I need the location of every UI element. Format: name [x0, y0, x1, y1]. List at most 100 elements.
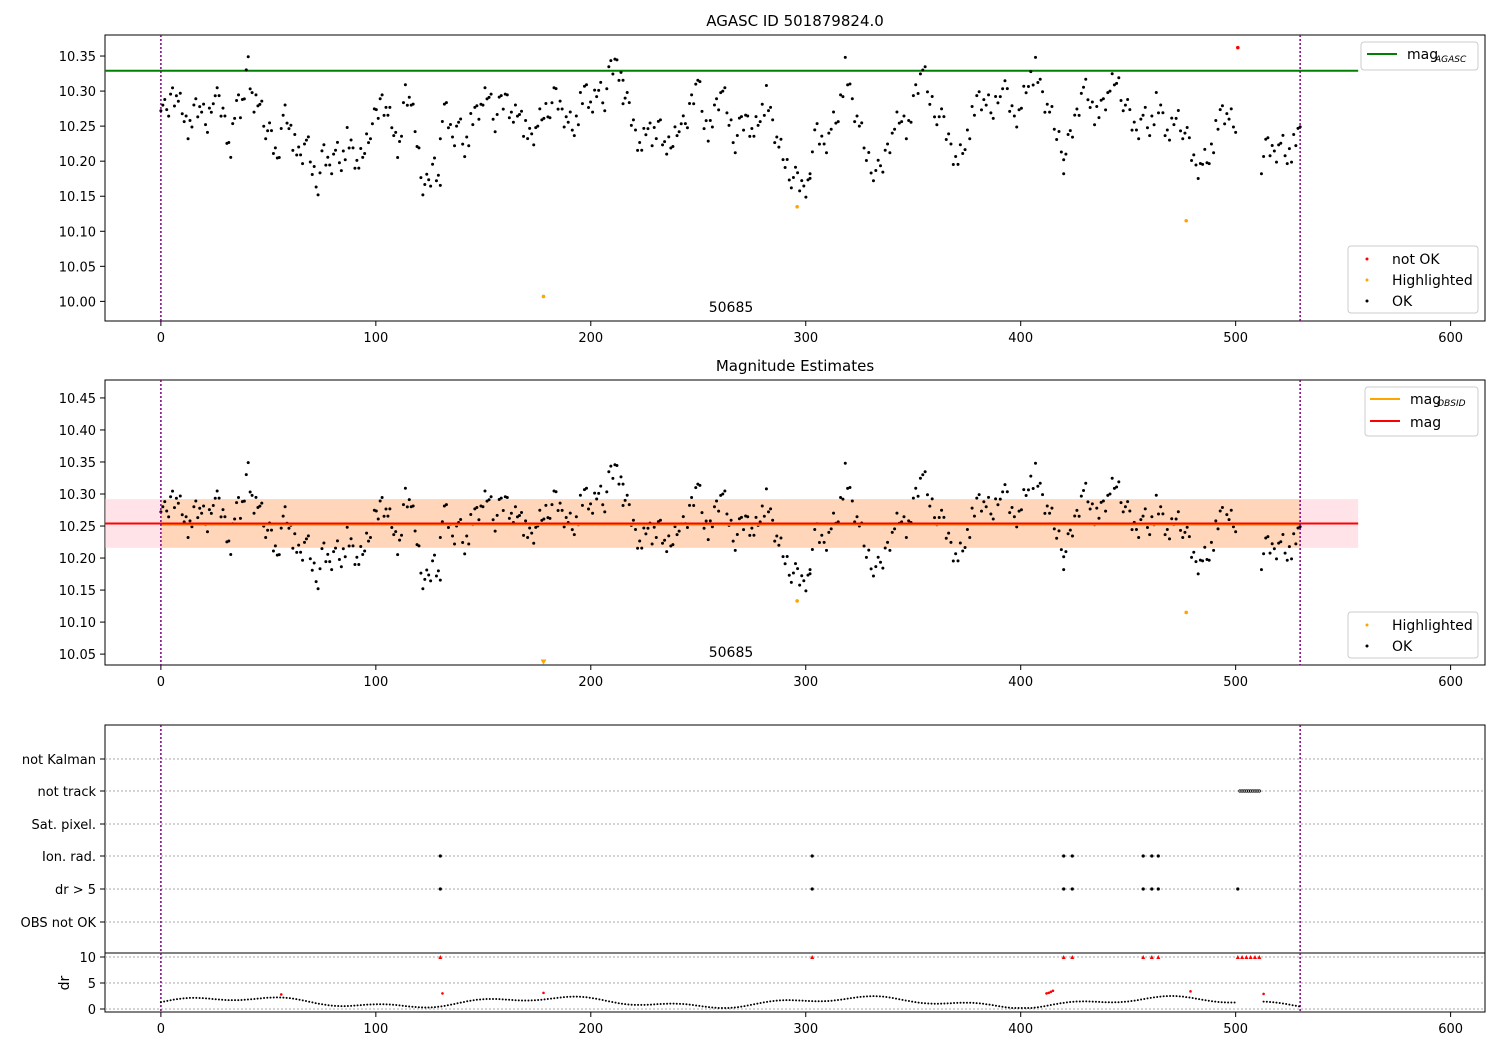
panel1-ok-point	[789, 186, 793, 190]
dr-point	[301, 999, 304, 1002]
panel1-ok-point	[1130, 128, 1134, 132]
panel2-ok-point	[654, 535, 658, 539]
panel2-ok-point	[295, 550, 299, 554]
panel2-ok-point	[675, 533, 679, 537]
panel1-ok-point	[1176, 108, 1180, 112]
panel2-ok-point	[775, 534, 779, 538]
panel1-ok-point	[1001, 87, 1005, 91]
dr-point	[582, 995, 585, 998]
panel2-ok-point	[357, 562, 361, 566]
dr-point	[179, 997, 182, 1000]
panel2-ok-point	[638, 539, 642, 543]
panel2-ok-point	[1019, 508, 1023, 512]
dr-point	[907, 1000, 910, 1003]
panel3-flag-label: OBS not OK	[21, 916, 97, 931]
panel1-ok-point	[648, 121, 652, 125]
dr-point	[311, 1001, 314, 1004]
panel2-ok-point	[564, 515, 568, 519]
panel2-ok-point	[271, 549, 275, 553]
panel1-ok-point	[584, 83, 588, 87]
dr-point	[920, 1001, 923, 1004]
panel1-ok-point	[386, 113, 390, 117]
panel2-ok-point	[444, 503, 448, 507]
panel2-ok-point	[384, 507, 388, 511]
panel1-ok-point	[174, 94, 178, 98]
panel1-ok-point	[721, 89, 725, 93]
panel1-ok-point	[769, 105, 773, 109]
dr-point	[288, 997, 291, 1000]
panel2-ok-point	[273, 544, 277, 548]
panel1-ok-point	[1152, 123, 1156, 127]
panel2-ok-point	[1218, 509, 1222, 513]
panel2-ok-point	[320, 547, 324, 551]
panel2-ok-point	[1082, 488, 1086, 492]
panel1-ok-point	[1139, 117, 1143, 121]
dr-point	[588, 996, 591, 999]
panel1-ok-point	[1231, 125, 1235, 129]
legend2-mag-label: mag	[1410, 415, 1441, 431]
panel1-ok-point	[916, 92, 920, 96]
panel1-ok-point	[669, 146, 673, 150]
panel1-ok-point	[413, 130, 417, 134]
dr-point	[304, 1000, 307, 1003]
panel1-ok-point	[987, 93, 991, 97]
panel2-ok-point	[205, 530, 209, 534]
panel2-ok-point	[928, 504, 932, 508]
panel1-ok-point	[564, 115, 568, 119]
panel2-ok-point	[731, 539, 735, 543]
dr-point	[346, 1004, 349, 1007]
panel1-ok-point	[1026, 85, 1030, 89]
panel1-ok-point	[824, 151, 828, 155]
dr-point	[488, 997, 491, 1000]
panel2-ok-point	[554, 490, 558, 494]
panel2-ok-point	[746, 515, 750, 519]
panel2-ok-point	[1266, 535, 1270, 539]
panel3-flag-label: not Kalman	[22, 753, 96, 768]
panel1-ok-point	[704, 119, 708, 123]
panel2-ok-point	[427, 573, 431, 577]
panel2-ok-point	[1045, 504, 1049, 508]
panel1-ok-point	[949, 142, 953, 146]
panel1-ok-point	[909, 120, 913, 124]
panel2-ok-point	[167, 515, 171, 519]
panel2-ok-point	[501, 508, 505, 512]
dr-point	[227, 999, 230, 1002]
panel2-ok-point	[277, 553, 281, 557]
panel1-ok-point	[904, 137, 908, 141]
panel2-ok-point	[940, 508, 944, 512]
panel2-ok-point	[963, 545, 967, 549]
dr-point	[591, 997, 594, 1000]
panel2-ok-point	[1108, 492, 1112, 496]
dr-point	[279, 996, 282, 999]
panel1-ok-point	[264, 137, 268, 141]
panel2-xtick-label: 0	[157, 675, 165, 690]
panel1-ok-point	[615, 58, 619, 62]
dr-point	[440, 1005, 443, 1008]
panel1-ok-point	[398, 140, 402, 144]
dr-point	[627, 1003, 630, 1006]
panel2-ok-point	[1192, 550, 1196, 554]
panel1-ok-point	[513, 103, 517, 107]
panel1-ok-point	[560, 107, 564, 111]
dr-point	[778, 999, 781, 1002]
panel1-ok-point	[453, 144, 457, 148]
dr-point	[217, 998, 220, 1001]
panel1-ok-point	[1066, 133, 1070, 137]
panel1-ok-point	[1262, 155, 1266, 159]
dr-point	[904, 999, 907, 1002]
dr-point	[895, 997, 898, 1000]
panel2-ok-point	[640, 546, 644, 550]
panel1-frame	[104, 34, 1486, 322]
dr-point	[533, 999, 536, 1002]
dr-point	[176, 998, 179, 1001]
panel2-ok-point	[1145, 526, 1149, 530]
panel1-ok-point	[438, 137, 442, 141]
panel2-ok-point	[1003, 483, 1007, 487]
panel2-ytick-label: 10.20	[59, 552, 96, 567]
panel1-ok-point	[975, 94, 979, 98]
panel1-ok-point	[785, 158, 789, 162]
panel1-ok-point	[853, 120, 857, 124]
dr-point	[859, 995, 862, 998]
panel1-ok-point	[607, 65, 611, 69]
dr-point	[569, 995, 572, 998]
